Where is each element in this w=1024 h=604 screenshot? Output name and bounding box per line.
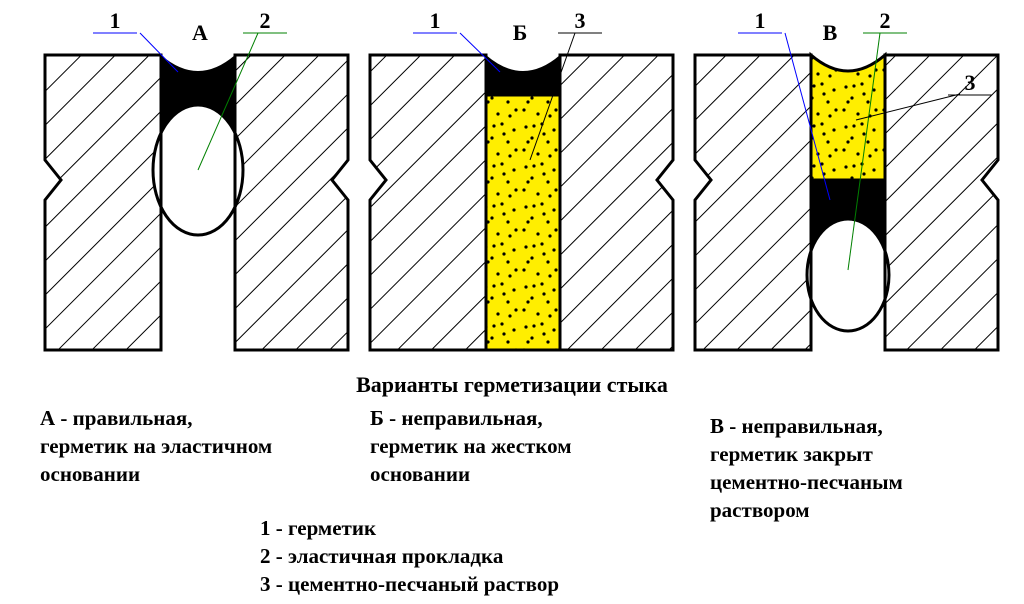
svg-text:3 - цементно-песчаный раствор: 3 - цементно-песчаный раствор: [260, 572, 559, 596]
svg-text:герметик на жестком: герметик на жестком: [370, 434, 572, 458]
svg-text:1: 1: [430, 8, 441, 33]
svg-text:2: 2: [260, 8, 271, 33]
svg-text:1: 1: [755, 8, 766, 33]
svg-text:А - правильная,: А - правильная,: [40, 406, 192, 430]
svg-text:раствором: раствором: [710, 498, 810, 522]
svg-text:герметик закрыт: герметик закрыт: [710, 442, 873, 466]
svg-text:герметик на эластичном: герметик на эластичном: [40, 434, 272, 458]
svg-text:Варианты герметизации стыка: Варианты герметизации стыка: [356, 372, 668, 397]
svg-text:3: 3: [575, 8, 586, 33]
svg-text:В - неправильная,: В - неправильная,: [710, 414, 883, 438]
svg-text:Б: Б: [513, 20, 528, 45]
svg-text:основании: основании: [40, 462, 140, 486]
svg-text:1 - герметик: 1 - герметик: [260, 516, 377, 540]
svg-text:А: А: [192, 20, 208, 45]
svg-text:3: 3: [965, 70, 976, 95]
svg-text:основании: основании: [370, 462, 470, 486]
svg-text:Б - неправильная,: Б - неправильная,: [370, 406, 543, 430]
svg-text:2 - эластичная прокладка: 2 - эластичная прокладка: [260, 544, 504, 568]
svg-text:1: 1: [110, 8, 121, 33]
svg-text:2: 2: [880, 8, 891, 33]
svg-text:цементно-песчаным: цементно-песчаным: [710, 470, 903, 494]
svg-text:В: В: [823, 20, 838, 45]
